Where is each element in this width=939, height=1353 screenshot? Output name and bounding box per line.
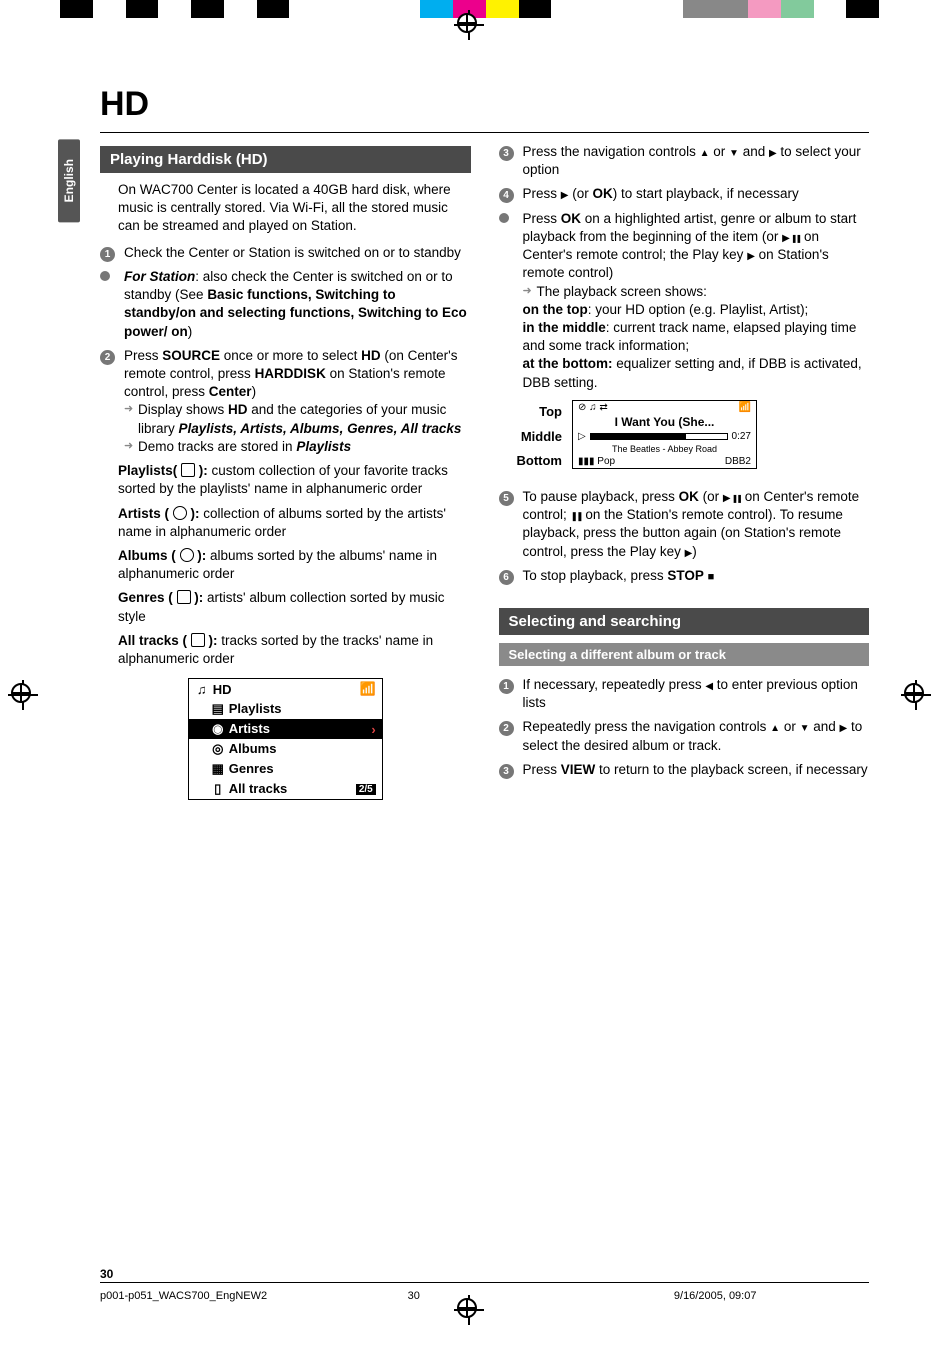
step-text: To pause playback, press OK (or on Cente… — [523, 488, 870, 561]
step-2: 2 Press SOURCE once or more to select HD… — [100, 347, 471, 456]
step-text: If necessary, repeatedly press to enter … — [523, 676, 870, 712]
step-number-icon: 1 — [100, 247, 115, 262]
definition-genres: Genres ( ): artists' album collection so… — [118, 589, 471, 625]
right-column: 3 Press the navigation controls or and t… — [499, 143, 870, 800]
sel-step-1: 1 If necessary, repeatedly press to ente… — [499, 676, 870, 712]
step-text: To stop playback, press STOP — [523, 567, 870, 585]
page-number: 30 — [100, 1267, 113, 1281]
albums-icon — [180, 548, 194, 562]
registration-mark — [8, 680, 38, 710]
menu-item: ◎Albums — [189, 739, 382, 759]
step-text: Press the navigation controls or and to … — [523, 143, 870, 179]
right-arrow-icon — [747, 247, 755, 262]
left-arrow-icon — [705, 677, 713, 692]
definition-playlists: Playlists( ): custom collection of your … — [118, 462, 471, 498]
definition-albums: Albums ( ): albums sorted by the albums'… — [118, 547, 471, 583]
registration-mark — [901, 680, 931, 710]
step-text: Press (or OK) to start playback, if nece… — [523, 185, 870, 203]
step-number-icon: 3 — [499, 146, 514, 161]
menu-item: ▤Playlists — [189, 699, 382, 719]
result-line: The playback screen shows: — [523, 283, 870, 301]
playlists-icon — [181, 463, 195, 477]
genres-icon — [177, 590, 191, 604]
sel-step-3: 3 Press VIEW to return to the playback s… — [499, 761, 870, 779]
step-text: Press VIEW to return to the playback scr… — [523, 761, 870, 779]
sub-heading-different-album: Selecting a different album or track — [499, 643, 870, 666]
intro-paragraph: On WAC700 Center is located a 40GB hard … — [118, 181, 471, 236]
step-6: 6 To stop playback, press STOP — [499, 567, 870, 585]
ok-bullet: Press OK on a highlighted artist, genre … — [499, 210, 870, 392]
result-line: Demo tracks are stored in Playlists — [124, 438, 471, 456]
bullet-icon — [499, 213, 509, 223]
footer-rule — [100, 1282, 869, 1283]
step-number-icon: 2 — [499, 721, 514, 736]
language-tab: English — [58, 139, 80, 222]
stop-icon — [708, 568, 715, 583]
playback-screenshot: Top Middle Bottom ⊘ ♫ ⇄📶 I Want You (She… — [517, 400, 870, 474]
step-number-icon: 2 — [100, 350, 115, 365]
playback-lcd: ⊘ ♫ ⇄📶 I Want You (She... ▷0:27 The Beat… — [572, 400, 757, 469]
menu-item: ◉Artists› — [189, 719, 382, 739]
step-number-icon: 5 — [499, 491, 514, 506]
down-arrow-icon — [800, 719, 810, 734]
down-arrow-icon — [729, 144, 739, 159]
step-text: Press SOURCE once or more to select HD (… — [124, 347, 471, 456]
left-column: Playing Harddisk (HD) On WAC700 Center i… — [100, 143, 471, 800]
step-text: Repeatedly press the navigation controls… — [523, 718, 870, 754]
step-number-icon: 6 — [499, 570, 514, 585]
step-5: 5 To pause playback, press OK (or on Cen… — [499, 488, 870, 561]
all-tracks-icon — [191, 633, 205, 647]
hd-menu-screenshot: ♫HD📶▤Playlists◉Artists›◎Albums▦Genres▯Al… — [188, 678, 383, 800]
definition-all-tracks: All tracks ( ): tracks sorted by the tra… — [118, 632, 471, 668]
step-1: 1 Check the Center or Station is switche… — [100, 244, 471, 262]
definition-artists: Artists ( ): collection of albums sorted… — [118, 505, 471, 541]
step-text: For Station: also check the Center is sw… — [124, 268, 471, 341]
step-text: Check the Center or Station is switched … — [124, 244, 471, 262]
registration-mark — [454, 10, 484, 40]
menu-item: ▯All tracks2/5 — [189, 779, 382, 799]
signal-icon: 📶 — [739, 402, 751, 413]
section-heading-playing-hd: Playing Harddisk (HD) — [100, 146, 471, 173]
step-4: 4 Press (or OK) to start playback, if ne… — [499, 185, 870, 203]
bullet-icon — [100, 271, 110, 281]
right-arrow-icon — [769, 144, 777, 159]
sel-step-2: 2 Repeatedly press the navigation contro… — [499, 718, 870, 754]
playback-labels: Top Middle Bottom — [517, 400, 563, 474]
right-arrow-icon — [685, 544, 693, 559]
step-number-icon: 1 — [499, 679, 514, 694]
step-text: Press OK on a highlighted artist, genre … — [523, 210, 870, 392]
artists-icon — [173, 506, 187, 520]
footer-text: p001-p051_WACS700_EngNEW2 30 9/16/2005, … — [100, 1290, 869, 1302]
up-arrow-icon — [700, 144, 710, 159]
play-pause-icon — [723, 489, 741, 504]
section-heading-selecting: Selecting and searching — [499, 608, 870, 635]
menu-item: ▦Genres — [189, 759, 382, 779]
step-3: 3 Press the navigation controls or and t… — [499, 143, 870, 179]
station-bullet: For Station: also check the Center is sw… — [100, 268, 471, 341]
pause-icon — [571, 507, 582, 522]
play-pause-icon — [782, 229, 800, 244]
page-title: HD — [100, 85, 149, 123]
step-number-icon: 4 — [499, 188, 514, 203]
up-arrow-icon — [770, 719, 780, 734]
step-number-icon: 3 — [499, 764, 514, 779]
result-line: Display shows HD and the categories of y… — [124, 401, 471, 437]
